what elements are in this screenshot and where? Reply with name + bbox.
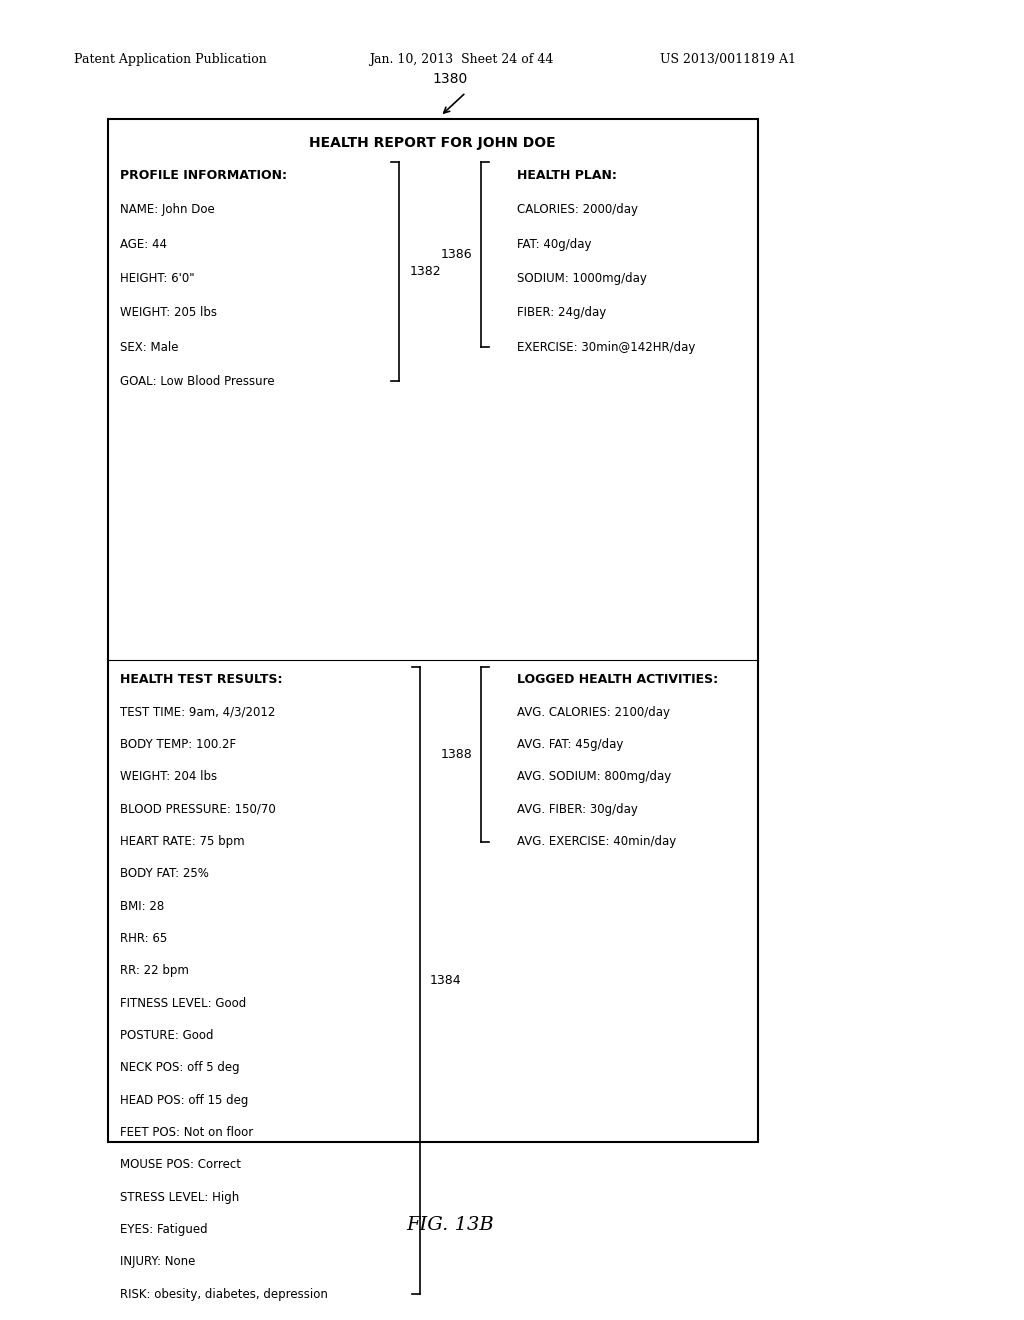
Text: AGE: 44: AGE: 44	[120, 238, 167, 251]
Text: PROFILE INFORMATION:: PROFILE INFORMATION:	[120, 169, 287, 182]
Text: RISK: obesity, diabetes, depression: RISK: obesity, diabetes, depression	[120, 1288, 328, 1300]
Text: Jan. 10, 2013  Sheet 24 of 44: Jan. 10, 2013 Sheet 24 of 44	[369, 53, 553, 66]
Text: NAME: John Doe: NAME: John Doe	[120, 203, 215, 216]
Text: FEET POS: Not on floor: FEET POS: Not on floor	[120, 1126, 253, 1139]
Text: CALORIES: 2000/day: CALORIES: 2000/day	[517, 203, 638, 216]
Text: 1380: 1380	[433, 71, 468, 86]
Text: INJURY: None: INJURY: None	[120, 1255, 196, 1269]
Text: AVG. FIBER: 30g/day: AVG. FIBER: 30g/day	[517, 803, 638, 816]
Text: AVG. CALORIES: 2100/day: AVG. CALORIES: 2100/day	[517, 706, 670, 718]
Text: HEALTH PLAN:: HEALTH PLAN:	[517, 169, 617, 182]
Text: WEIGHT: 204 lbs: WEIGHT: 204 lbs	[120, 771, 217, 783]
Text: NECK POS: off 5 deg: NECK POS: off 5 deg	[120, 1061, 240, 1074]
Text: BMI: 28: BMI: 28	[120, 900, 164, 912]
Text: 1388: 1388	[440, 747, 472, 760]
Text: BODY FAT: 25%: BODY FAT: 25%	[120, 867, 209, 880]
Text: HEALTH REPORT FOR JOHN DOE: HEALTH REPORT FOR JOHN DOE	[309, 136, 556, 149]
Text: AVG. FAT: 45g/day: AVG. FAT: 45g/day	[517, 738, 624, 751]
Text: Patent Application Publication: Patent Application Publication	[74, 53, 266, 66]
Text: HEIGHT: 6'0": HEIGHT: 6'0"	[120, 272, 195, 285]
Text: RHR: 65: RHR: 65	[120, 932, 167, 945]
Text: MOUSE POS: Correct: MOUSE POS: Correct	[120, 1159, 241, 1171]
Text: HEAD POS: off 15 deg: HEAD POS: off 15 deg	[120, 1093, 248, 1106]
Text: EYES: Fatigued: EYES: Fatigued	[120, 1224, 208, 1236]
Text: BODY TEMP: 100.2F: BODY TEMP: 100.2F	[120, 738, 236, 751]
Text: 1384: 1384	[430, 974, 462, 987]
Text: FIG. 13B: FIG. 13B	[407, 1216, 495, 1234]
Text: AVG. SODIUM: 800mg/day: AVG. SODIUM: 800mg/day	[517, 771, 672, 783]
Text: POSTURE: Good: POSTURE: Good	[120, 1030, 213, 1041]
Text: GOAL: Low Blood Pressure: GOAL: Low Blood Pressure	[120, 375, 274, 388]
Text: FITNESS LEVEL: Good: FITNESS LEVEL: Good	[120, 997, 246, 1010]
Text: SEX: Male: SEX: Male	[120, 341, 178, 354]
Text: 1386: 1386	[440, 248, 472, 261]
Text: AVG. EXERCISE: 40min/day: AVG. EXERCISE: 40min/day	[517, 836, 677, 847]
Text: HEART RATE: 75 bpm: HEART RATE: 75 bpm	[120, 836, 245, 847]
Text: TEST TIME: 9am, 4/3/2012: TEST TIME: 9am, 4/3/2012	[120, 706, 275, 718]
Text: STRESS LEVEL: High: STRESS LEVEL: High	[120, 1191, 239, 1204]
Text: WEIGHT: 205 lbs: WEIGHT: 205 lbs	[120, 306, 217, 319]
Text: HEALTH TEST RESULTS:: HEALTH TEST RESULTS:	[120, 673, 283, 686]
Bar	[108, 119, 758, 1142]
Text: SODIUM: 1000mg/day: SODIUM: 1000mg/day	[517, 272, 647, 285]
Text: BLOOD PRESSURE: 150/70: BLOOD PRESSURE: 150/70	[120, 803, 275, 816]
Text: 1382: 1382	[410, 265, 441, 279]
Text: US 2013/0011819 A1: US 2013/0011819 A1	[660, 53, 797, 66]
Text: FIBER: 24g/day: FIBER: 24g/day	[517, 306, 606, 319]
Text: LOGGED HEALTH ACTIVITIES:: LOGGED HEALTH ACTIVITIES:	[517, 673, 718, 686]
Text: RR: 22 bpm: RR: 22 bpm	[120, 964, 188, 977]
Text: EXERCISE: 30min@142HR/day: EXERCISE: 30min@142HR/day	[517, 341, 695, 354]
Text: FAT: 40g/day: FAT: 40g/day	[517, 238, 592, 251]
